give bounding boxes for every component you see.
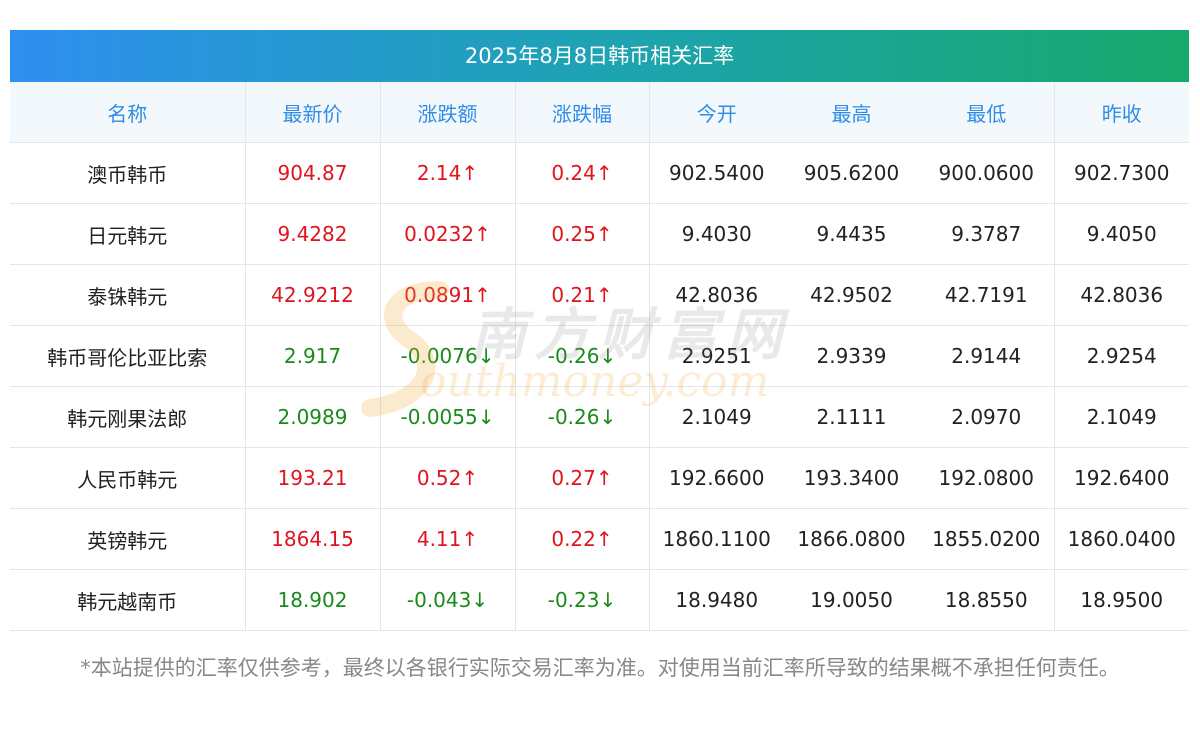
- cell-low: 2.0970: [919, 386, 1055, 448]
- cell-name: 日元韩元: [10, 203, 246, 265]
- cell-change: 0.0891↑: [380, 264, 516, 326]
- disclaimer-note: *本站提供的汇率仅供参考，最终以各银行实际交易汇率为准。对使用当前汇率所导致的结…: [80, 656, 1120, 680]
- cell-high: 42.9502: [784, 264, 919, 326]
- rates-table: 名称 最新价 涨跌额 涨跌幅 今开 最高 最低 昨收 澳币韩币 904.87 2.1…: [10, 82, 1189, 631]
- cell-pct: 0.22↑: [515, 508, 650, 570]
- table-row[interactable]: 韩元越南币 18.902 -0.043↓ -0.23↓ 18.9480 19.0050 18…: [10, 569, 1189, 631]
- cell-prev: 2.1049: [1054, 386, 1189, 448]
- cell-pct: -0.26↓: [515, 325, 650, 387]
- cell-latest: 904.87: [245, 142, 381, 204]
- cell-pct: 0.24↑: [515, 142, 650, 204]
- table-row[interactable]: 韩元刚果法郎 2.0989 -0.0055↓ -0.26↓ 2.1049 2.1111 2.…: [10, 386, 1189, 448]
- header-name: 名称: [10, 82, 246, 143]
- cell-latest: 2.0989: [245, 386, 381, 448]
- cell-prev: 9.4050: [1054, 203, 1189, 265]
- rates-panel: 2025年8月8日韩币相关汇率 名称 最新价 涨跌额 涨跌幅 今开 最高 最低 …: [10, 30, 1189, 631]
- cell-pct: 0.21↑: [515, 264, 650, 326]
- cell-high: 9.4435: [784, 203, 919, 265]
- cell-pct: -0.26↓: [515, 386, 650, 448]
- cell-latest: 193.21: [245, 447, 381, 509]
- cell-change: -0.0055↓: [380, 386, 516, 448]
- cell-prev: 192.6400: [1054, 447, 1189, 509]
- cell-change: 0.0232↑: [380, 203, 516, 265]
- cell-name: 人民币韩元: [10, 447, 246, 509]
- cell-latest: 1864.15: [245, 508, 381, 570]
- cell-prev: 42.8036: [1054, 264, 1189, 326]
- cell-open: 2.1049: [649, 386, 784, 448]
- header-change: 涨跌额: [380, 82, 516, 143]
- cell-change: 2.14↑: [380, 142, 516, 204]
- table-row[interactable]: 日元韩元 9.4282 0.0232↑ 0.25↑ 9.4030 9.4435 9.3787…: [10, 203, 1189, 265]
- cell-name: 泰铢韩元: [10, 264, 246, 326]
- header-row: 名称 最新价 涨跌额 涨跌幅 今开 最高 最低 昨收: [10, 82, 1189, 143]
- table-title: 2025年8月8日韩币相关汇率: [10, 30, 1189, 82]
- cell-change: -0.0076↓: [380, 325, 516, 387]
- cell-open: 192.6600: [649, 447, 784, 509]
- cell-open: 902.5400: [649, 142, 784, 204]
- cell-low: 192.0800: [919, 447, 1055, 509]
- cell-latest: 18.902: [245, 569, 381, 631]
- cell-pct: 0.25↑: [515, 203, 650, 265]
- cell-open: 18.9480: [649, 569, 784, 631]
- header-low: 最低: [919, 82, 1055, 143]
- cell-prev: 18.9500: [1054, 569, 1189, 631]
- cell-open: 1860.1100: [649, 508, 784, 570]
- cell-change: 0.52↑: [380, 447, 516, 509]
- cell-high: 1866.0800: [784, 508, 919, 570]
- table-row[interactable]: 韩币哥伦比亚比索 2.917 -0.0076↓ -0.26↓ 2.9251 2.9339 2…: [10, 325, 1189, 387]
- cell-prev: 1860.0400: [1054, 508, 1189, 570]
- header-pct: 涨跌幅: [515, 82, 650, 143]
- cell-prev: 2.9254: [1054, 325, 1189, 387]
- cell-change: -0.043↓: [380, 569, 516, 631]
- cell-name: 韩币哥伦比亚比索: [10, 325, 246, 387]
- cell-name: 澳币韩币: [10, 142, 246, 204]
- table-row[interactable]: 英镑韩元 1864.15 4.11↑ 0.22↑ 1860.1100 1866.0800 1…: [10, 508, 1189, 570]
- cell-open: 2.9251: [649, 325, 784, 387]
- cell-pct: 0.27↑: [515, 447, 650, 509]
- table-row[interactable]: 澳币韩币 904.87 2.14↑ 0.24↑ 902.5400 905.6200 900.…: [10, 142, 1189, 204]
- cell-name: 韩元刚果法郎: [10, 386, 246, 448]
- cell-high: 193.3400: [784, 447, 919, 509]
- header-high: 最高: [784, 82, 919, 143]
- table-row[interactable]: 泰铢韩元 42.9212 0.0891↑ 0.21↑ 42.8036 42.9502 42.…: [10, 264, 1189, 326]
- cell-high: 905.6200: [784, 142, 919, 204]
- table-row[interactable]: 人民币韩元 193.21 0.52↑ 0.27↑ 192.6600 193.3400 192…: [10, 447, 1189, 509]
- header-prev: 昨收: [1054, 82, 1189, 143]
- table-body: 澳币韩币 904.87 2.14↑ 0.24↑ 902.5400 905.6200 900.…: [10, 142, 1189, 631]
- cell-pct: -0.23↓: [515, 569, 650, 631]
- header-latest: 最新价: [245, 82, 381, 143]
- cell-change: 4.11↑: [380, 508, 516, 570]
- cell-high: 2.9339: [784, 325, 919, 387]
- cell-low: 900.0600: [919, 142, 1055, 204]
- cell-low: 18.8550: [919, 569, 1055, 631]
- cell-latest: 9.4282: [245, 203, 381, 265]
- cell-open: 9.4030: [649, 203, 784, 265]
- cell-name: 韩元越南币: [10, 569, 246, 631]
- cell-low: 2.9144: [919, 325, 1055, 387]
- cell-prev: 902.7300: [1054, 142, 1189, 204]
- cell-high: 19.0050: [784, 569, 919, 631]
- cell-latest: 42.9212: [245, 264, 381, 326]
- cell-low: 9.3787: [919, 203, 1055, 265]
- cell-low: 1855.0200: [919, 508, 1055, 570]
- cell-low: 42.7191: [919, 264, 1055, 326]
- cell-high: 2.1111: [784, 386, 919, 448]
- cell-open: 42.8036: [649, 264, 784, 326]
- cell-latest: 2.917: [245, 325, 381, 387]
- header-open: 今开: [649, 82, 784, 143]
- cell-name: 英镑韩元: [10, 508, 246, 570]
